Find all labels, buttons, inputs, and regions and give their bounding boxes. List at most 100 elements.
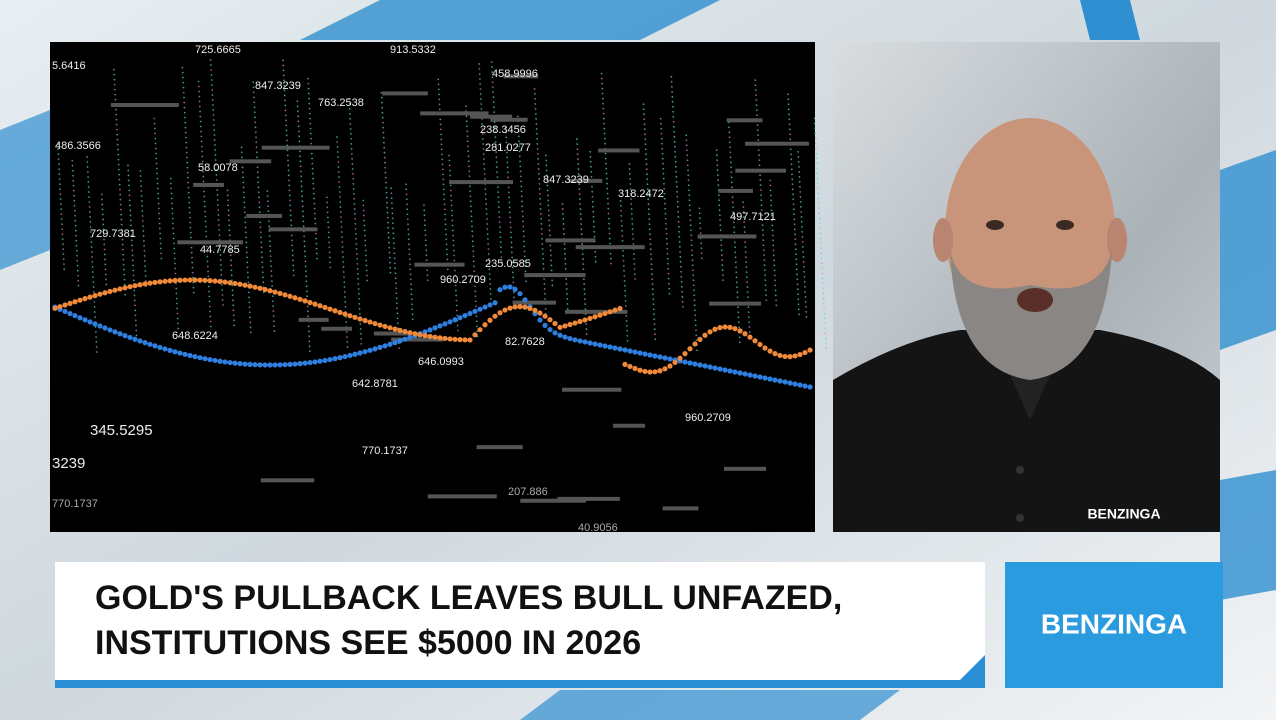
dot (472, 250, 475, 253)
dot (817, 202, 820, 205)
dot (467, 155, 470, 158)
dot (88, 206, 91, 208)
dot (388, 256, 391, 259)
dot (95, 341, 98, 343)
dot (456, 314, 459, 317)
dot (174, 272, 177, 275)
data-number: 770.1737 (52, 498, 98, 510)
dot (253, 96, 255, 99)
dot (246, 261, 249, 264)
dot (353, 207, 356, 210)
dot (744, 241, 747, 244)
curve-dot (107, 327, 113, 333)
dot (91, 266, 94, 268)
dot (60, 208, 63, 211)
dot (687, 184, 690, 187)
dot (518, 150, 521, 153)
dot (298, 150, 301, 153)
dot (140, 200, 143, 202)
dot (315, 247, 318, 250)
dot (71, 169, 74, 172)
dot (353, 202, 356, 205)
dot (273, 325, 276, 328)
dot (233, 324, 236, 327)
curve-dot (337, 309, 343, 316)
dot (386, 201, 388, 204)
dot (819, 237, 822, 240)
dot (222, 304, 224, 306)
dot (58, 168, 61, 171)
dot (61, 223, 63, 226)
curve-dot (147, 341, 153, 347)
dot (244, 226, 247, 229)
headline-underline (55, 680, 985, 688)
dot (485, 198, 487, 200)
curve-dot (797, 351, 803, 358)
dot (629, 178, 631, 180)
brand-box (1005, 562, 1223, 688)
dot (327, 231, 330, 234)
dot (743, 216, 745, 219)
dot (215, 169, 218, 171)
dot (289, 209, 292, 212)
dot (284, 114, 287, 117)
dot (790, 163, 793, 166)
dot (755, 104, 758, 107)
curve-dot (352, 314, 358, 320)
dot (198, 95, 201, 98)
dot (485, 213, 488, 215)
curve-dot (392, 326, 398, 332)
dot (758, 164, 761, 167)
dot (254, 116, 256, 119)
dot (817, 192, 820, 195)
dot (450, 209, 453, 212)
dot (475, 305, 477, 308)
dot (57, 148, 60, 151)
dot (759, 184, 762, 187)
curve-dot (157, 344, 163, 351)
curve-dot (277, 362, 283, 368)
curve-dot (707, 364, 713, 370)
dot (661, 142, 663, 145)
dot (688, 199, 691, 202)
dot (344, 306, 347, 308)
dot (184, 131, 187, 134)
dot (805, 316, 808, 318)
dot (381, 101, 383, 104)
dot (258, 196, 260, 199)
dot (139, 175, 142, 177)
dot (185, 146, 188, 149)
dot (698, 207, 701, 210)
dot (282, 64, 285, 67)
dot (261, 256, 263, 259)
dot (186, 166, 189, 169)
dot (255, 141, 258, 144)
curve-dot (742, 371, 748, 377)
dot (292, 264, 295, 267)
dot (450, 199, 453, 202)
dot (665, 227, 668, 230)
dot (326, 211, 329, 214)
dot (128, 199, 131, 202)
dot (155, 167, 158, 170)
dot (795, 258, 798, 261)
dot (815, 147, 817, 150)
dot (691, 249, 693, 252)
dot (652, 308, 655, 311)
dot (357, 277, 360, 280)
dot (603, 132, 606, 135)
dot (797, 308, 800, 311)
dot (172, 237, 175, 240)
curve-dot (322, 304, 328, 311)
dot (691, 264, 694, 267)
dot (405, 198, 408, 201)
dot (216, 189, 219, 191)
dash (745, 141, 809, 146)
dot (445, 243, 448, 246)
dot (720, 254, 723, 257)
dot (444, 218, 447, 221)
dash (476, 445, 523, 450)
curve-dot (477, 327, 483, 333)
dot (311, 167, 314, 170)
dot (483, 173, 486, 175)
